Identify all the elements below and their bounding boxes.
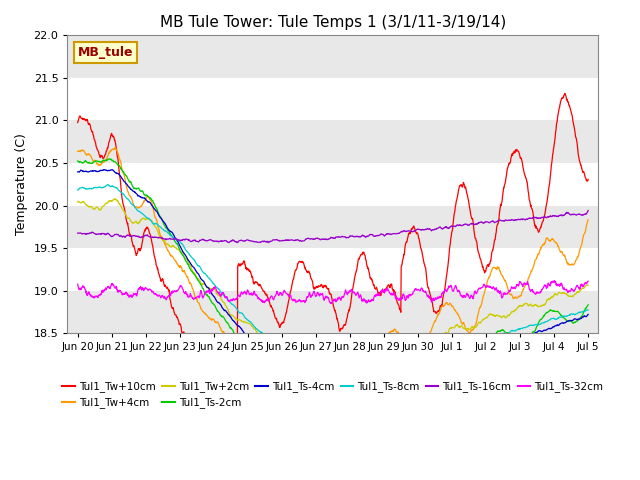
Line: Tul1_Ts-32cm: Tul1_Ts-32cm <box>77 281 588 303</box>
Tul1_Ts-2cm <box>247 348 255 353</box>
Tul1_Tw+2cm <box>291 348 299 353</box>
Tul1_Ts-2cm <box>301 348 309 353</box>
Tul1_Ts-32cm <box>301 300 308 305</box>
Line: Tul1_Ts-2cm: Tul1_Ts-2cm <box>77 159 588 350</box>
Line: Tul1_Ts-8cm: Tul1_Ts-8cm <box>77 184 588 350</box>
Line: Tul1_Tw+10cm: Tul1_Tw+10cm <box>77 94 588 350</box>
Tul1_Ts-32cm <box>310 288 318 294</box>
Tul1_Ts-4cm <box>100 167 108 172</box>
Bar <box>67 290 598 333</box>
Line: Tul1_Tw+2cm: Tul1_Tw+2cm <box>77 199 588 350</box>
Legend: Tul1_Tw+10cm, Tul1_Tw+4cm, Tul1_Tw+2cm, Tul1_Ts-2cm, Tul1_Ts-4cm, Tul1_Ts-8cm, T: Tul1_Tw+10cm, Tul1_Tw+4cm, Tul1_Tw+2cm, … <box>58 377 607 412</box>
Tul1_Tw+4cm <box>134 205 142 211</box>
Tul1_Ts-4cm <box>291 348 299 353</box>
Tul1_Ts-2cm <box>291 348 299 353</box>
Tul1_Tw+4cm <box>301 348 309 353</box>
Tul1_Ts-2cm <box>74 158 81 164</box>
Tul1_Tw+2cm <box>584 282 592 288</box>
Tul1_Tw+10cm <box>301 265 309 271</box>
Tul1_Ts-4cm <box>584 312 592 317</box>
Line: Tul1_Ts-4cm: Tul1_Ts-4cm <box>77 169 588 350</box>
Tul1_Ts-32cm <box>584 278 592 284</box>
Tul1_Ts-16cm <box>365 233 372 239</box>
Tul1_Tw+2cm <box>74 199 81 205</box>
Tul1_Tw+10cm <box>561 91 569 96</box>
Tul1_Ts-4cm <box>301 348 309 353</box>
Tul1_Tw+10cm <box>74 120 81 125</box>
Bar <box>67 78 598 120</box>
Tul1_Ts-2cm <box>584 302 592 308</box>
Tul1_Tw+10cm <box>291 270 298 276</box>
Tul1_Ts-2cm <box>365 348 372 353</box>
Tul1_Tw+10cm <box>113 152 121 158</box>
Tul1_Ts-32cm <box>328 300 335 306</box>
Tul1_Tw+10cm <box>184 348 192 353</box>
Tul1_Ts-2cm <box>311 348 319 353</box>
Tul1_Ts-4cm <box>114 170 122 176</box>
Tul1_Ts-32cm <box>74 281 81 287</box>
Tul1_Tw+2cm <box>134 221 142 227</box>
Bar <box>67 248 598 290</box>
Tul1_Tw+4cm <box>584 217 592 223</box>
Tul1_Tw+4cm <box>74 148 81 154</box>
Tul1_Ts-16cm <box>310 236 318 242</box>
Tul1_Ts-32cm <box>550 278 558 284</box>
Tul1_Tw+10cm <box>310 286 318 292</box>
Tul1_Tw+2cm <box>365 348 372 353</box>
Tul1_Ts-16cm <box>291 238 298 243</box>
Tul1_Tw+4cm <box>230 348 237 353</box>
Tul1_Ts-16cm <box>134 233 142 239</box>
Tul1_Tw+10cm <box>365 266 372 272</box>
Tul1_Ts-8cm <box>365 348 372 353</box>
Tul1_Tw+4cm <box>291 348 299 353</box>
Tul1_Ts-8cm <box>584 307 592 313</box>
Bar <box>67 205 598 248</box>
Tul1_Ts-4cm <box>365 348 372 353</box>
Tul1_Ts-8cm <box>114 186 122 192</box>
Tul1_Tw+2cm <box>311 348 319 353</box>
Tul1_Ts-8cm <box>311 348 319 353</box>
Tul1_Tw+2cm <box>271 348 278 353</box>
Title: MB Tule Tower: Tule Temps 1 (3/1/11-3/19/14): MB Tule Tower: Tule Temps 1 (3/1/11-3/19… <box>160 15 506 30</box>
Tul1_Ts-16cm <box>74 230 81 236</box>
Tul1_Ts-4cm <box>311 348 319 353</box>
Tul1_Tw+4cm <box>111 144 119 150</box>
Tul1_Ts-16cm <box>301 237 309 243</box>
Tul1_Ts-8cm <box>134 208 142 214</box>
Tul1_Ts-8cm <box>74 187 81 193</box>
Tul1_Ts-8cm <box>291 348 299 353</box>
Tul1_Ts-32cm <box>365 297 372 303</box>
Tul1_Tw+2cm <box>301 348 309 353</box>
Bar <box>67 163 598 205</box>
Tul1_Ts-8cm <box>104 181 112 187</box>
Tul1_Tw+2cm <box>111 196 118 202</box>
Bar <box>67 120 598 163</box>
Tul1_Ts-8cm <box>301 348 309 353</box>
Tul1_Tw+10cm <box>584 177 592 182</box>
Tul1_Ts-2cm <box>134 185 142 191</box>
Tul1_Ts-32cm <box>113 287 121 292</box>
Tul1_Tw+4cm <box>114 150 122 156</box>
Tul1_Tw+4cm <box>365 348 372 353</box>
Tul1_Ts-4cm <box>134 193 142 199</box>
Tul1_Ts-16cm <box>113 231 121 237</box>
Tul1_Tw+2cm <box>114 198 122 204</box>
Tul1_Ts-2cm <box>114 162 122 168</box>
Tul1_Ts-16cm <box>265 240 273 245</box>
Tul1_Ts-4cm <box>257 348 265 353</box>
Tul1_Ts-32cm <box>134 287 142 293</box>
Tul1_Ts-4cm <box>74 169 81 175</box>
Bar <box>67 36 598 78</box>
Tul1_Ts-16cm <box>584 207 592 213</box>
Tul1_Tw+4cm <box>311 348 319 353</box>
Tul1_Ts-32cm <box>291 297 298 303</box>
Line: Tul1_Tw+4cm: Tul1_Tw+4cm <box>77 147 588 350</box>
Tul1_Ts-2cm <box>105 156 113 162</box>
Tul1_Ts-8cm <box>280 348 288 353</box>
Line: Tul1_Ts-16cm: Tul1_Ts-16cm <box>77 210 588 242</box>
Text: MB_tule: MB_tule <box>78 46 134 59</box>
Y-axis label: Temperature (C): Temperature (C) <box>15 133 28 235</box>
Tul1_Tw+10cm <box>134 248 142 254</box>
